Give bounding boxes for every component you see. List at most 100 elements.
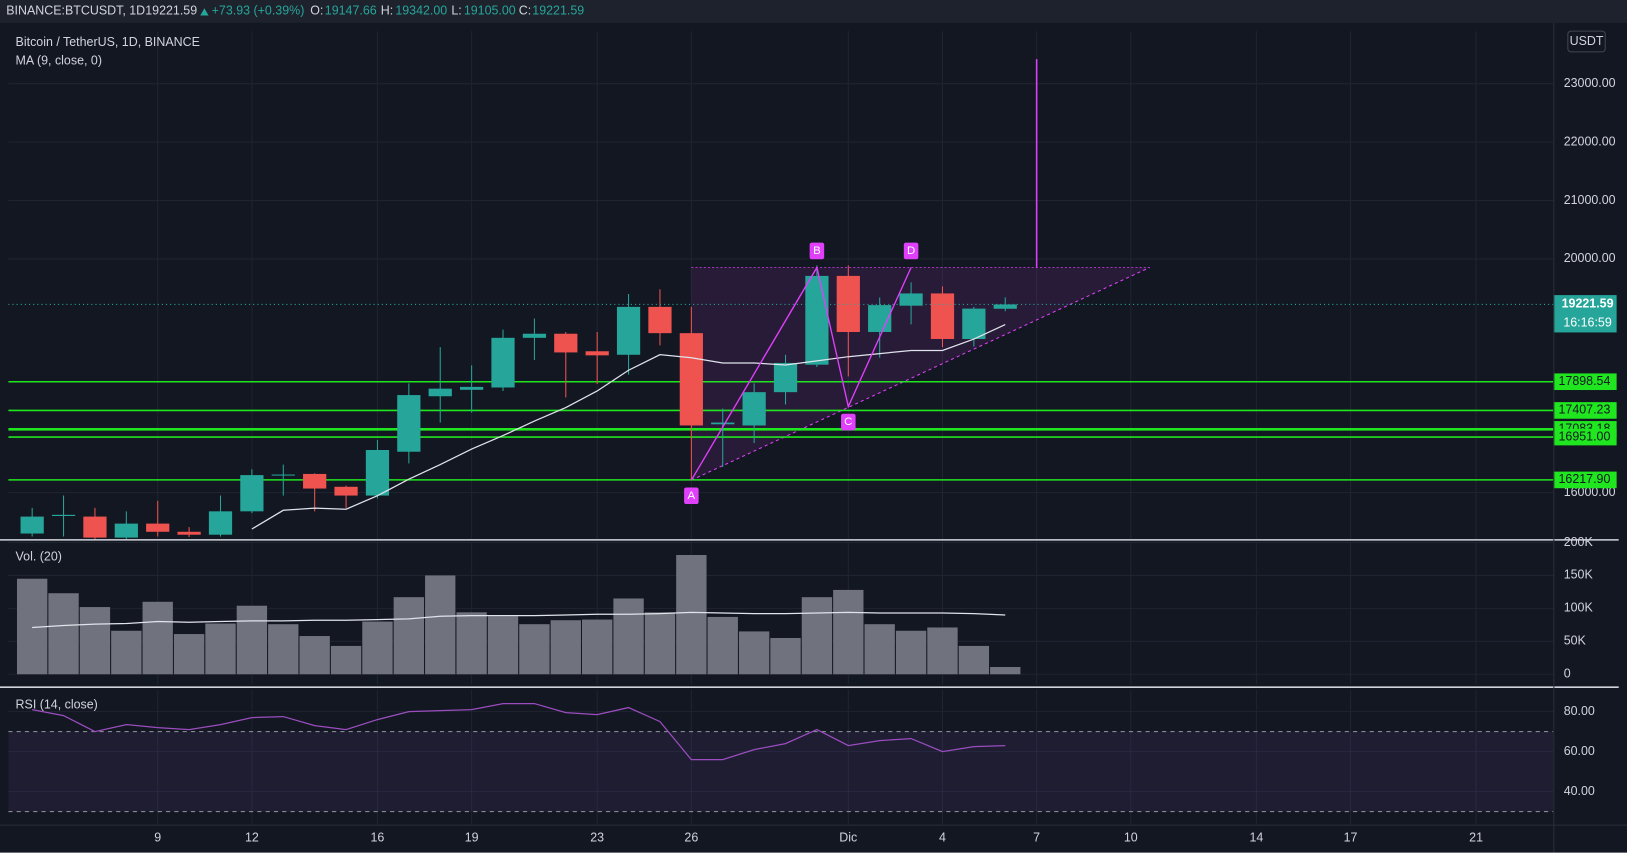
volume-ma-line: [32, 611, 1006, 629]
candle-body: [742, 392, 766, 426]
volume-bar: [48, 593, 79, 675]
ma-legend: MA (9, close, 0): [16, 53, 102, 67]
volume-bar: [330, 645, 362, 675]
volume-bar: [895, 630, 927, 675]
candle-body: [554, 333, 578, 353]
y-tick-label: 40.00: [1564, 784, 1595, 798]
rsi-title: RSI (14, close): [16, 698, 98, 712]
level-label-bg: [1553, 471, 1617, 489]
pattern-label: C: [844, 416, 852, 428]
volume-title: Vol. (20): [16, 549, 62, 563]
x-tick-label: 14: [1249, 830, 1263, 844]
c-value: 19221.59: [532, 4, 584, 18]
level-label: 16951.00: [1559, 429, 1611, 443]
y-tick-label: 60.00: [1564, 744, 1595, 758]
volume-bar: [738, 631, 770, 675]
level-label-bg: [1553, 402, 1617, 419]
candle-body: [208, 511, 233, 535]
candle-body: [836, 275, 860, 332]
x-tick-label: 12: [245, 830, 259, 844]
y-tick-label: 80.00: [1564, 704, 1595, 718]
level-label-bg: [1553, 373, 1617, 391]
x-tick-label: 7: [1033, 830, 1040, 844]
volume-bar: [519, 624, 550, 675]
candle-body: [83, 516, 107, 538]
pattern-point: [903, 242, 919, 260]
candle-body: [334, 486, 358, 496]
candle-body: [397, 395, 421, 452]
candle-body: [428, 388, 452, 397]
h-value: 19342.00: [395, 4, 447, 18]
volume-bar: [393, 597, 425, 675]
candle-body: [962, 308, 986, 339]
l-value: 19105.00: [464, 4, 516, 18]
x-tick-label: 4: [939, 830, 946, 844]
volume-bar: [173, 634, 205, 675]
ma-line: [251, 323, 1006, 530]
y-tick-label: 21000.00: [1564, 193, 1616, 207]
volume-bar: [268, 624, 299, 675]
volume-bar: [644, 612, 676, 675]
y-tick-label: 22000.00: [1564, 134, 1616, 148]
volume-bar: [990, 667, 1021, 675]
pattern-label: B: [813, 245, 821, 257]
candle-body: [460, 386, 484, 390]
pattern-label: A: [688, 490, 696, 502]
change: +73.93 (+0.39%): [212, 4, 305, 18]
symbol: BINANCE:BTCUSDT, 1D: [6, 4, 145, 18]
volume-bar: [582, 619, 613, 675]
last-price-label: 19221.59: [1562, 297, 1614, 311]
o-value: 19147.66: [325, 4, 377, 18]
y-tick-label: 50K: [1564, 634, 1587, 648]
volume-bar: [770, 638, 801, 675]
y-tick-label: 150K: [1564, 568, 1594, 582]
volume-bar: [801, 597, 833, 675]
level-label: 17898.54: [1559, 374, 1611, 388]
candle-body: [177, 531, 201, 535]
x-tick-label: 9: [154, 830, 161, 844]
x-tick-label: 21: [1469, 830, 1483, 844]
candle-body: [20, 516, 44, 534]
candle-body: [993, 304, 1017, 309]
rsi-band: [8, 731, 1554, 812]
level-label-bg: [1553, 428, 1617, 446]
volume-bar: [205, 623, 236, 675]
bottom-strip: [0, 852, 1627, 863]
candle-body: [146, 523, 170, 532]
volume-bar: [613, 598, 644, 675]
volume-bar: [142, 601, 173, 675]
pattern-point: [684, 487, 699, 505]
x-tick-label: 26: [684, 830, 698, 844]
candle-body: [240, 475, 264, 512]
candle-body: [51, 514, 76, 517]
volume-bar: [79, 607, 111, 675]
candle-body: [773, 362, 798, 393]
x-tick-label: 10: [1124, 830, 1138, 844]
x-tick-label: Dic: [839, 830, 857, 844]
candle-body: [491, 337, 515, 388]
volume-bar: [864, 624, 895, 675]
candle-body: [711, 422, 735, 425]
countdown: 16:16:59: [1563, 315, 1612, 329]
x-tick-label: 23: [590, 830, 604, 844]
y-tick-label: 23000.00: [1564, 76, 1616, 90]
volume-bar: [833, 589, 864, 675]
pattern-point: [809, 242, 825, 260]
axes: 9 12 16 19 23 26 Dic 4 7 10 14 17 21 16000.00 20000.00…: [154, 76, 1617, 844]
main-title: Bitcoin / TetherUS, 1D, BINANCE: [16, 35, 200, 49]
level-label: 17407.23: [1559, 403, 1611, 417]
x-tick-label: 17: [1344, 830, 1358, 844]
volume-bar: [236, 605, 268, 675]
pattern-abcd: [690, 265, 912, 481]
volume-bar: [111, 630, 142, 675]
rsi-line: [32, 702, 1006, 761]
volume-bar: [958, 645, 990, 675]
candle-body: [303, 473, 327, 489]
volume-bar: [487, 616, 519, 675]
candle-body: [679, 333, 703, 426]
volume-bar: [425, 575, 456, 675]
volume-bar: [299, 636, 330, 675]
